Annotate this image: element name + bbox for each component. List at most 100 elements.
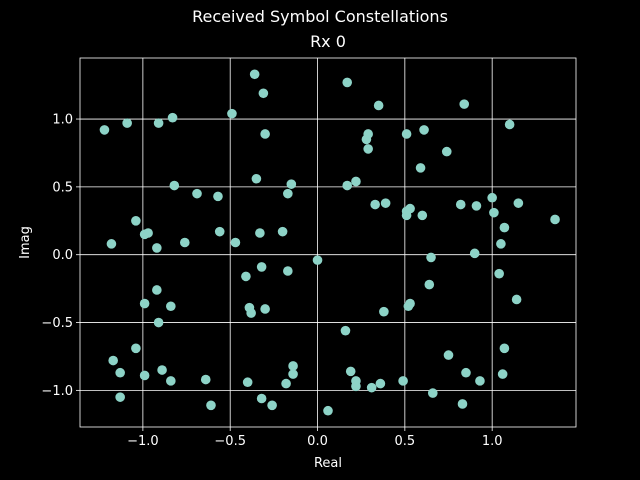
- x-axis-label: Real: [314, 456, 342, 471]
- data-point: [153, 118, 164, 128]
- y-axis-label: Imag: [18, 226, 33, 259]
- data-point: [489, 207, 499, 218]
- y-tick-label: 0.5: [52, 180, 73, 195]
- data-point: [281, 378, 291, 389]
- data-point: [441, 146, 452, 157]
- data-point: [426, 252, 436, 263]
- x-tick-label: −1.0: [127, 434, 159, 449]
- data-point: [167, 112, 178, 123]
- y-tick-label: −0.5: [41, 316, 73, 331]
- data-point: [487, 192, 497, 203]
- data-point: [106, 239, 117, 249]
- data-point: [242, 377, 253, 388]
- data-point: [550, 214, 560, 225]
- data-point: [131, 343, 141, 354]
- data-point: [471, 201, 482, 211]
- data-point: [475, 376, 485, 386]
- data-point: [345, 366, 356, 377]
- y-tick-label: 0.0: [52, 248, 73, 263]
- data-point: [227, 108, 237, 119]
- grid-lines: [80, 58, 576, 427]
- data-point: [213, 191, 223, 202]
- data-point: [342, 180, 353, 191]
- data-point: [277, 226, 288, 237]
- data-point: [166, 376, 176, 386]
- x-tick-label: 0.0: [307, 434, 328, 449]
- data-point: [246, 308, 256, 318]
- data-point: [256, 393, 267, 404]
- data-point: [351, 176, 361, 187]
- data-point: [496, 239, 506, 249]
- data-point: [499, 343, 510, 354]
- data-point: [260, 129, 270, 139]
- data-point: [417, 210, 428, 221]
- data-point: [513, 198, 524, 208]
- data-point: [255, 228, 265, 238]
- data-point: [115, 392, 125, 402]
- chart-title: Rx 0: [310, 32, 346, 51]
- data-point: [286, 179, 297, 189]
- data-point: [288, 361, 298, 371]
- data-point: [461, 367, 471, 378]
- axis-ticks: −1.0 −0.5 0.0 0.5 1.0 −1.0 −0.5 0.0 0.5 1.0: [41, 113, 502, 449]
- data-point: [283, 266, 293, 276]
- data-point: [419, 125, 429, 135]
- data-point: [157, 365, 167, 375]
- data-point: [251, 173, 262, 184]
- data-point: [380, 198, 391, 208]
- data-point: [152, 285, 162, 295]
- data-point: [504, 119, 515, 130]
- data-point: [153, 317, 164, 328]
- data-point: [497, 369, 508, 379]
- x-tick-label: 0.5: [395, 434, 416, 449]
- plot-frame: [79, 57, 577, 428]
- data-point: [122, 118, 132, 128]
- data-point: [415, 163, 426, 173]
- data-point: [370, 199, 380, 210]
- data-point: [403, 301, 414, 312]
- data-point: [192, 188, 202, 199]
- data-point: [366, 382, 377, 393]
- data-point: [361, 134, 372, 145]
- data-point: [230, 237, 241, 248]
- data-point: [398, 376, 408, 386]
- data-point: [260, 304, 270, 314]
- data-point: [363, 144, 373, 154]
- data-point: [379, 306, 389, 317]
- data-point: [459, 99, 470, 109]
- x-tick-label: 1.0: [482, 434, 503, 449]
- data-point: [401, 129, 412, 139]
- data-point: [169, 180, 180, 191]
- data-point: [200, 374, 211, 385]
- data-point: [256, 262, 267, 272]
- data-point: [457, 399, 468, 409]
- data-point: [131, 215, 141, 226]
- x-tick-label: −0.5: [214, 434, 246, 449]
- data-point: [283, 188, 293, 199]
- data-point: [405, 203, 415, 214]
- data-point: [499, 222, 510, 233]
- data-point: [323, 405, 333, 416]
- data-point: [206, 400, 216, 411]
- data-point: [241, 271, 251, 282]
- data-point: [139, 298, 150, 309]
- data-point: [469, 248, 480, 259]
- data-point: [115, 367, 125, 378]
- data-point: [342, 77, 353, 88]
- data-point: [152, 243, 162, 253]
- data-point: [258, 88, 269, 99]
- data-point: [375, 378, 386, 389]
- data-point: [267, 400, 277, 411]
- y-tick-label: −1.0: [41, 384, 73, 399]
- data-point: [373, 100, 384, 111]
- data-point: [312, 255, 323, 265]
- data-point: [166, 301, 176, 312]
- data-point: [424, 279, 435, 290]
- data-point: [108, 355, 118, 366]
- data-point: [351, 381, 361, 392]
- data-point: [511, 294, 522, 305]
- figure-suptitle: Received Symbol Constellations: [192, 7, 448, 26]
- data-point: [143, 228, 153, 238]
- data-point: [99, 125, 110, 135]
